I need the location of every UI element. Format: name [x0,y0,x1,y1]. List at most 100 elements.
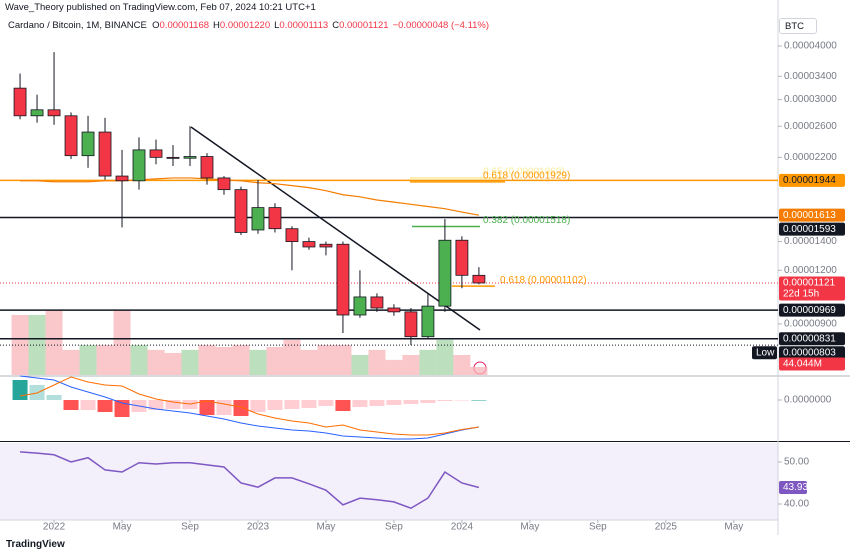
volume-bar [470,366,488,375]
fib-label: 0.618 (0.00001929) [483,170,570,181]
macd-bar [12,380,28,400]
x-tick-label: 2025 [655,522,678,533]
candle-body [200,156,214,179]
volume-bar [402,354,420,375]
volume-bar [351,354,369,375]
macd-bar [46,395,62,400]
rsi-box [779,480,807,494]
candle-body [319,243,333,248]
candle-body [387,307,401,313]
ohlc-value: 0.00001220 [219,20,271,31]
brand: TradingView [6,539,65,550]
volume-bar [283,339,301,375]
candle-body [81,131,95,157]
volume-bar [11,314,29,375]
price-box-label: 0.00001121 [783,278,836,289]
candle-body [132,149,146,182]
price-box-label: 0.00000969 [783,305,836,316]
y-tick-label: 0.00003000 [784,94,837,105]
volume-bar [334,344,352,375]
fib-label: 0.618 (0.00001102) [500,275,587,286]
macd-bar [437,400,453,401]
ohlc-value: 0.00001113 [279,20,329,31]
price-box-label: 0.00001944 [783,175,836,186]
x-tick-label: May [113,522,132,533]
macd-bar [250,400,266,412]
macd-bar [301,400,317,408]
volume-bar [79,344,97,375]
volume-bar [368,349,386,375]
candle-body [30,109,44,117]
candle-body [149,149,163,158]
macd-line [19,375,479,440]
candle-body [370,296,384,309]
fib-label: 0.65 (0.00001969) [483,167,565,178]
macd-tick-label: 0.0000000 [784,395,832,406]
candle-body [13,87,27,117]
volume-bar [113,309,131,375]
volume-bar [249,349,267,375]
ohlc-key: H [213,20,220,31]
x-tick-label: Sep [589,522,607,533]
volume-bar [45,309,63,375]
candle-body [285,228,299,242]
candle-body [404,311,418,338]
volume-bar [266,346,284,375]
price-box-label: 0.00000803 [783,347,836,358]
macd-bar [148,400,164,410]
macd-bar [352,400,368,407]
change: −0.00000048 (−4.11%) [392,20,490,31]
ohlc-key: L [274,20,280,31]
macd-bar [199,400,215,415]
candle-body [438,239,452,307]
price-box-label: 0.00001593 [783,224,836,235]
x-tick-label: Sep [385,522,403,533]
volume-bar [28,314,46,375]
volume-bar [436,339,454,375]
macd-bar [471,400,487,401]
price-box-label: 0.00000831 [783,333,836,344]
candle-body [115,175,129,182]
volume-bar [232,344,250,375]
volume-bar [130,344,148,375]
volume-box [779,357,845,371]
candle-body [421,305,435,338]
price-box [779,173,845,187]
price-box-tag-label: Low [756,347,775,358]
x-tick-label: 2024 [451,522,474,533]
ohlc-value: 0.00001168 [159,20,210,31]
brand-text: TradingView [6,539,65,550]
trend-line [190,126,481,331]
y-tick-label: 0.00001400 [784,236,837,247]
y-tick-label: 0.00002600 [784,121,837,132]
candle-body [64,115,78,157]
price-box [779,303,845,317]
volume-bar [147,349,165,375]
rsi-tick-label: 50.00 [784,457,809,468]
price-box [779,346,845,360]
candle-body [455,239,469,276]
volume-bar [300,349,318,375]
price-box [779,332,845,346]
ohlc-key: C [332,20,340,31]
currency-button[interactable]: BTC [779,18,817,34]
candle-body [234,189,248,233]
price-box-tag [752,346,777,360]
fib-label: 0.382 (0.00001518) [483,215,570,226]
x-tick-label: Sep [181,522,199,533]
candle-body [251,207,265,231]
y-tick-label: 0.00001200 [784,265,837,276]
candle-body [183,156,197,159]
macd-bar [318,400,334,406]
macd-bar [114,400,130,417]
volume-bar [181,349,199,375]
y-tick-label: 0.00003400 [784,71,837,82]
candle-body [472,274,486,284]
symbol: Cardano / Bitcoin, 1M, BINANCE [8,20,147,31]
volume-bar [385,359,403,375]
candle-body [98,131,112,177]
ohlc: O0.00001168 H0.00001220 L0.00001113 C0.0000… [152,20,392,31]
x-tick-label: May [724,522,743,533]
